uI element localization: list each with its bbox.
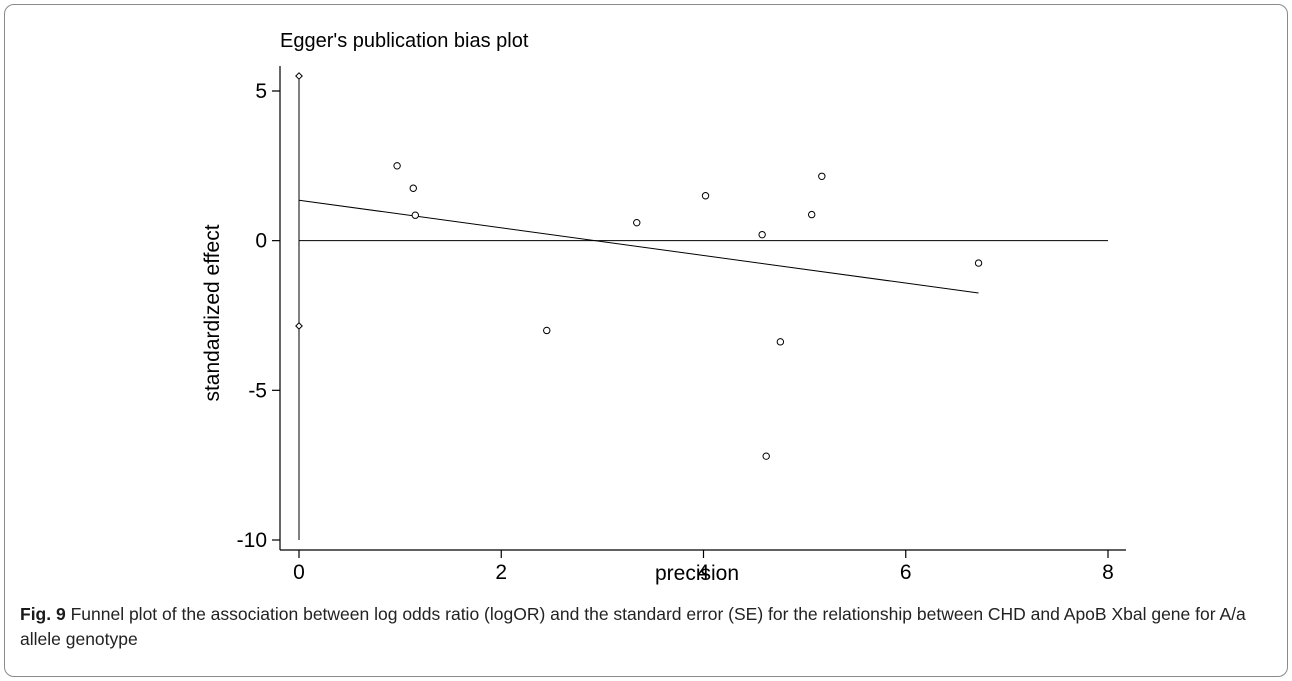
data-point bbox=[776, 338, 785, 346]
data-point bbox=[762, 452, 770, 460]
data-point bbox=[758, 230, 766, 239]
data-point bbox=[409, 184, 417, 192]
x-axis-title: precision bbox=[655, 562, 739, 585]
figure-frame: Egger's publication bias plot 0 2 4 6 8 5 0 -5 -… bbox=[4, 4, 1288, 677]
x-tick-label: 2 bbox=[495, 561, 507, 584]
data-point bbox=[808, 210, 816, 219]
x-tick-label: 4 bbox=[698, 561, 710, 584]
data-point bbox=[543, 326, 551, 335]
data-point bbox=[701, 192, 710, 200]
figure-caption: Fig. 9 Funnel plot of the association be… bbox=[20, 602, 1270, 652]
plot-area: 0 2 4 6 8 5 0 -5 -10 bbox=[237, 66, 1126, 584]
chart-title: Egger's publication bias plot bbox=[280, 30, 529, 52]
y-tick-label: -10 bbox=[237, 529, 267, 552]
caption-text: Funnel plot of the association between l… bbox=[20, 604, 1246, 649]
y-tick-label: 0 bbox=[255, 230, 267, 253]
egger-plot: Egger's publication bias plot 0 2 4 6 8 5 0 -5 -… bbox=[201, 30, 1126, 585]
x-tick-label: 8 bbox=[1102, 561, 1114, 584]
ci-diamond-marker bbox=[295, 322, 303, 330]
figure-label: Fig. 9 bbox=[20, 604, 66, 624]
y-tick-label: -5 bbox=[248, 379, 267, 402]
regression-line bbox=[298, 199, 979, 294]
x-tick-label: 0 bbox=[293, 561, 305, 584]
y-tick-label: 5 bbox=[255, 80, 267, 103]
ci-diamond-marker bbox=[295, 72, 303, 80]
data-point bbox=[974, 259, 983, 267]
x-tick-label: 6 bbox=[900, 561, 912, 584]
y-axis-title: standardized effect bbox=[201, 224, 224, 401]
data-point bbox=[411, 211, 419, 219]
data-point bbox=[393, 162, 401, 170]
data-point bbox=[633, 218, 641, 227]
data-point bbox=[818, 172, 826, 180]
